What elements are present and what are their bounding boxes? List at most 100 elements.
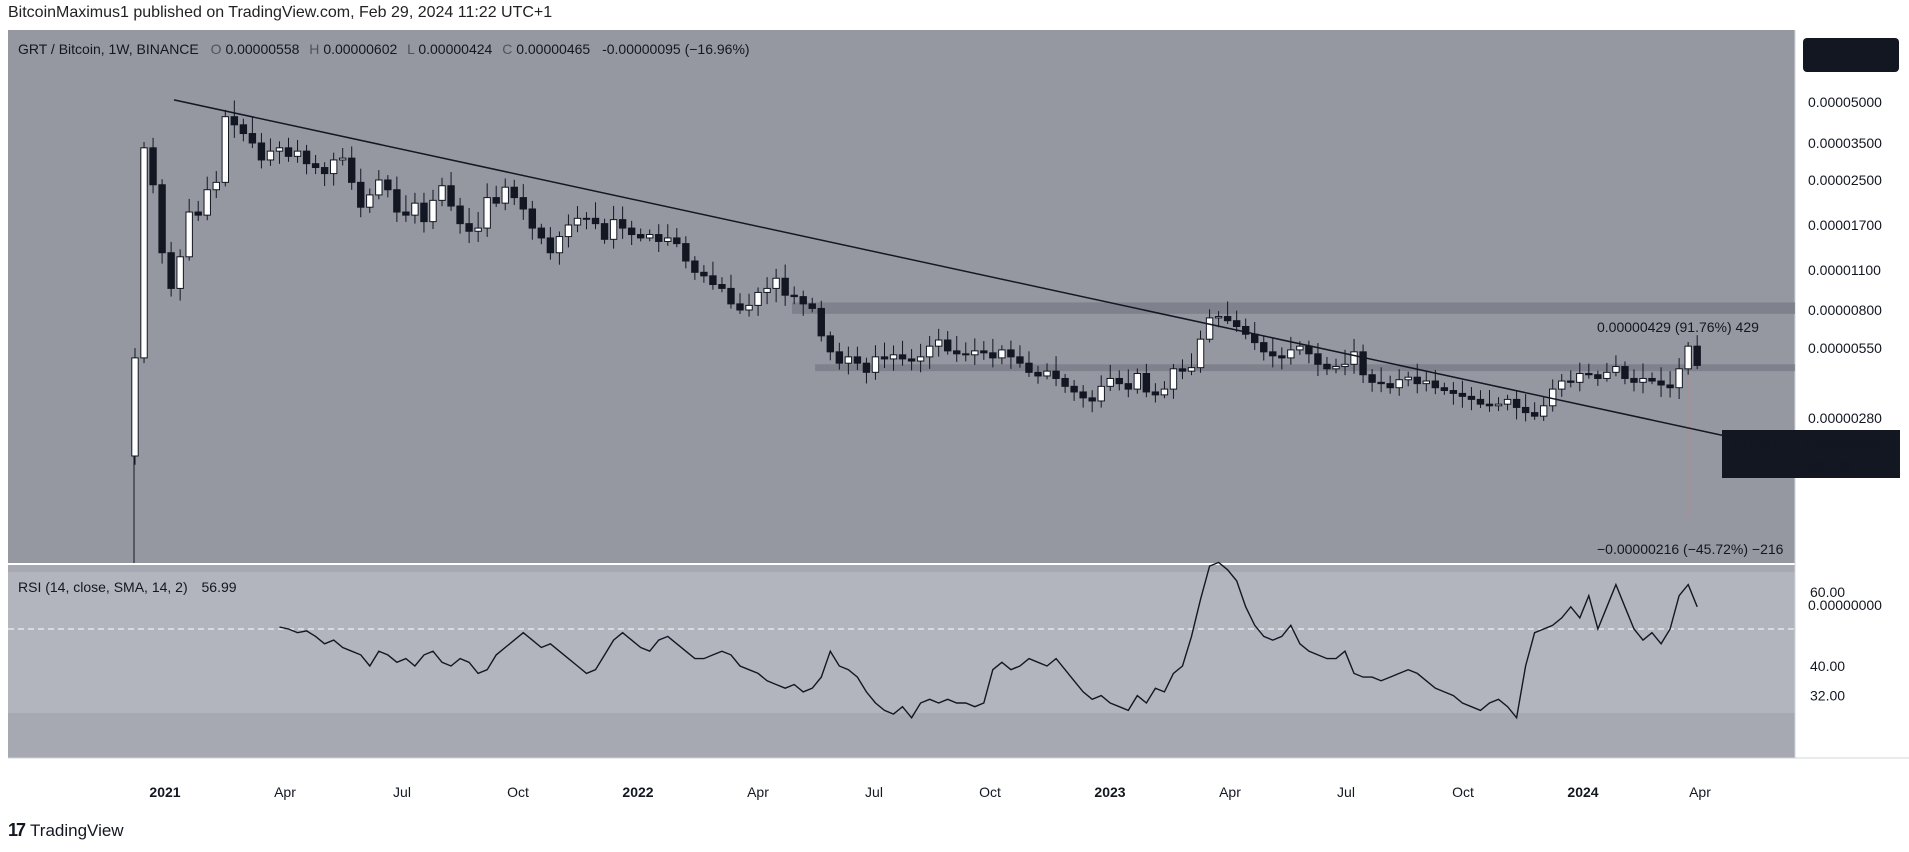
candle-down <box>465 223 473 232</box>
candle <box>1639 363 1647 394</box>
candle <box>375 170 383 200</box>
price-tick-label: 0.00002500 <box>1808 172 1882 188</box>
svg-text:RSI (14, close, SMA, 14, 2): RSI (14, close, SMA, 14, 2) 56.99 <box>18 579 237 595</box>
candle-up <box>1503 398 1512 405</box>
candle-down <box>158 184 166 254</box>
candle-up <box>1639 377 1647 383</box>
candle <box>655 224 663 252</box>
candle-down <box>1305 345 1313 355</box>
candle <box>646 229 654 242</box>
candle-down <box>709 275 717 286</box>
time-tick-label: 2023 <box>1094 784 1125 800</box>
candle <box>1314 343 1322 377</box>
candle-down <box>862 362 871 373</box>
candle <box>1350 338 1358 374</box>
candle <box>1278 347 1286 370</box>
candle <box>763 277 771 305</box>
candle-down <box>817 307 825 337</box>
candle-down <box>907 358 916 362</box>
candle-up <box>1187 367 1196 372</box>
candle-down <box>447 185 455 207</box>
candle-down <box>1377 381 1385 385</box>
candle-up <box>971 350 979 356</box>
candle-up <box>1395 379 1403 389</box>
candle-down <box>736 303 744 311</box>
currency-badge[interactable]: BTC <box>1803 38 1899 72</box>
candle <box>1052 356 1060 387</box>
candle <box>1449 382 1458 405</box>
price-tick-label: 0.00000280 <box>1808 410 1882 426</box>
candle <box>1332 358 1340 374</box>
candle <box>1160 381 1169 399</box>
candle <box>1693 335 1701 370</box>
candle <box>1061 373 1069 393</box>
time-axis[interactable]: 2021 Apr Jul Oct 2022 Apr Jul Oct 2023 Apr Jul Oct 2… <box>149 784 1711 800</box>
candle <box>1043 363 1051 380</box>
descending-trendline[interactable] <box>173 99 1746 441</box>
tradingview-logo-icon[interactable]: 17 <box>8 820 26 840</box>
candle <box>934 328 943 357</box>
candle <box>257 133 266 169</box>
rsi-axis[interactable]: 60.00 40.00 32.00 <box>1810 584 1845 704</box>
candle <box>1269 337 1277 368</box>
candle-down <box>1594 374 1602 379</box>
candle <box>131 348 139 465</box>
candle-up <box>1133 373 1142 390</box>
candle <box>1007 340 1015 369</box>
candle <box>682 236 690 269</box>
candle-down <box>1648 377 1656 382</box>
candle-up <box>375 179 383 196</box>
candle-down <box>1413 376 1421 385</box>
candle <box>393 176 401 222</box>
candle-down <box>1621 366 1629 379</box>
candle <box>1621 361 1629 385</box>
price-axis[interactable]: 0.000070000.000050000.000035000.00002500… <box>1808 58 1882 613</box>
candle-down <box>898 354 907 360</box>
candle <box>1097 375 1105 408</box>
resistance-zone <box>792 302 1795 314</box>
candle-down <box>1567 380 1575 383</box>
candle <box>555 231 564 265</box>
close-value: 0.00000465 <box>516 41 590 57</box>
candle-down <box>1359 351 1367 376</box>
candle <box>1485 389 1494 412</box>
candle <box>465 208 473 244</box>
candle <box>510 179 518 206</box>
candle-up <box>646 234 654 239</box>
candle <box>1214 311 1223 328</box>
candle-down <box>348 157 356 183</box>
main-pane-background[interactable] <box>8 30 1795 563</box>
candle-up <box>844 356 853 364</box>
candle <box>1386 375 1394 394</box>
candle-down <box>1693 345 1701 366</box>
time-tick-label: Jul <box>393 784 411 800</box>
measure-up-label: 0.00000429 (91.76%) 429 <box>1597 319 1759 335</box>
candle <box>438 177 446 207</box>
candle <box>727 274 735 309</box>
candle-up <box>1350 351 1358 365</box>
change-value: -0.00000095 (−16.96%) <box>602 41 750 57</box>
candle <box>420 192 428 233</box>
candle <box>447 172 455 211</box>
candle <box>736 293 744 315</box>
candle-down <box>239 124 248 135</box>
candle <box>1521 394 1530 422</box>
candle-up <box>1097 385 1105 402</box>
candle <box>826 331 835 361</box>
candle-up <box>1106 377 1114 387</box>
candle <box>348 146 356 190</box>
support-zone <box>815 364 1795 372</box>
candle-down <box>799 296 807 305</box>
candle-up <box>564 224 573 238</box>
price-axis-background[interactable] <box>1795 30 1909 758</box>
trading-chart[interactable]: 0.000070000.000050000.000035000.00002500… <box>0 30 1909 810</box>
candle <box>962 342 970 362</box>
candle-down <box>781 277 789 296</box>
candle-down <box>790 294 798 298</box>
candle-down <box>284 147 293 157</box>
candle <box>1684 341 1692 375</box>
candle <box>1675 358 1683 399</box>
price-tick-label: 0.00001100 <box>1808 262 1881 278</box>
candle-down <box>1115 377 1123 385</box>
price-tick-label: 0.00001700 <box>1808 217 1882 233</box>
